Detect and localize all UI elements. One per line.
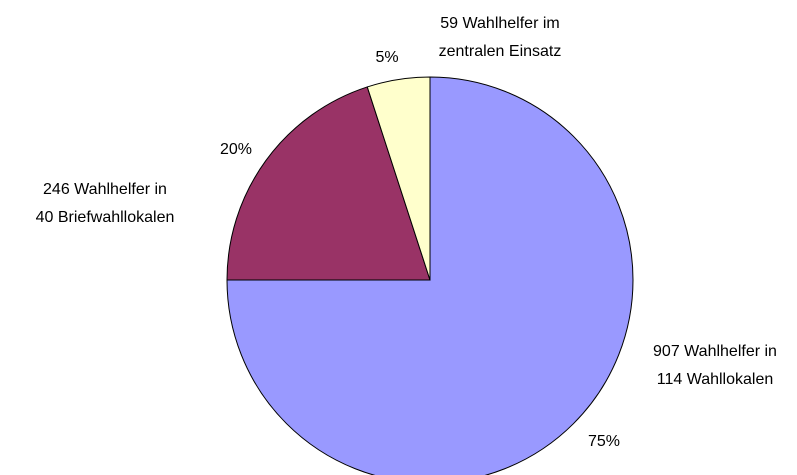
category-label: 907 Wahlhelfer in: [653, 343, 777, 360]
pie-slice: [366, 76, 431, 281]
pie-slice: [226, 86, 431, 281]
percent-label: 5%: [375, 49, 398, 66]
category-label: 59 Wahlhelfer im: [440, 15, 559, 32]
category-label: 114 Wahllokalen: [657, 371, 774, 388]
category-label: zentralen Einsatz: [439, 43, 562, 60]
percent-label: 20%: [220, 141, 252, 158]
category-label: 40 Briefwahllokalen: [36, 209, 175, 226]
percent-label: 75%: [588, 433, 620, 450]
category-label: 246 Wahlhelfer in: [43, 181, 167, 198]
